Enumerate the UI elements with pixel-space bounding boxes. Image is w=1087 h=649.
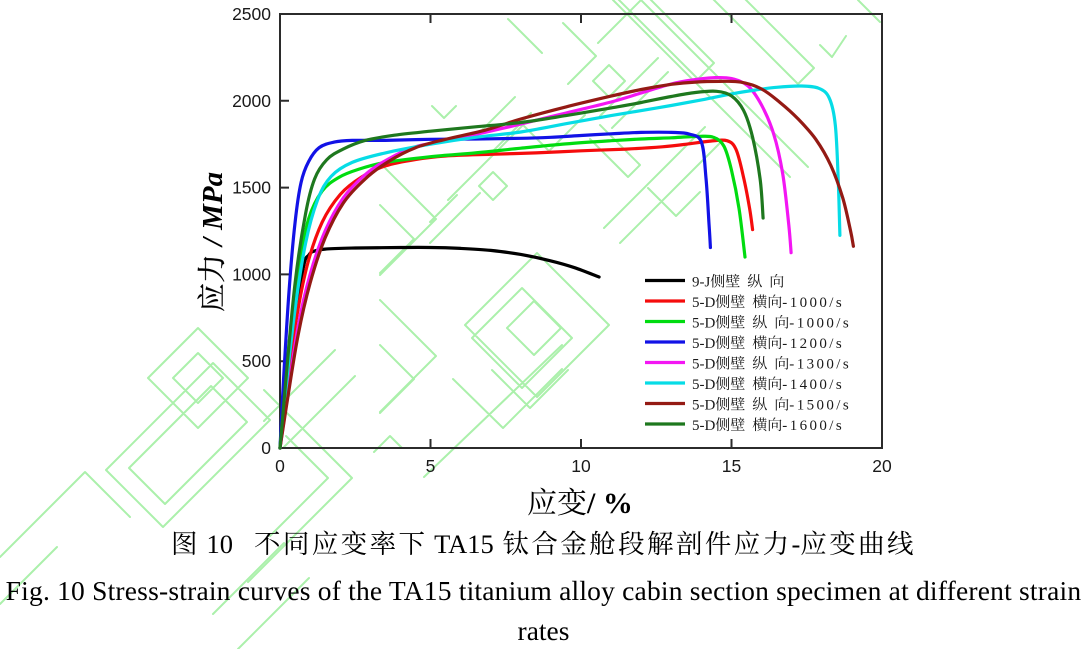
svg-text:-: - bbox=[792, 529, 801, 559]
svg-text:-1300/s: -1300/s bbox=[789, 357, 851, 373]
svg-text:5-D: 5-D bbox=[692, 295, 715, 311]
svg-text:-1400/s: -1400/s bbox=[782, 377, 844, 393]
svg-text:5-D: 5-D bbox=[692, 418, 715, 434]
svg-text:0: 0 bbox=[261, 438, 271, 458]
svg-text:500: 500 bbox=[242, 351, 271, 371]
svg-text:10: 10 bbox=[207, 529, 234, 559]
svg-text:-1000/s: -1000/s bbox=[782, 295, 844, 311]
svg-text:rates: rates bbox=[518, 615, 570, 646]
svg-text:TA15: TA15 bbox=[434, 529, 494, 559]
svg-text:20: 20 bbox=[872, 456, 892, 476]
svg-text:/ %: / % bbox=[586, 487, 633, 520]
svg-text:10: 10 bbox=[571, 456, 591, 476]
svg-text:1500: 1500 bbox=[232, 178, 271, 198]
svg-text:-1500/s: -1500/s bbox=[789, 398, 851, 414]
svg-text:Fig. 10 Stress-strain curves o: Fig. 10 Stress-strain curves of the TA15… bbox=[6, 575, 1082, 606]
svg-text:5-D: 5-D bbox=[692, 357, 715, 373]
svg-text:MPa: MPa bbox=[197, 172, 229, 231]
svg-text:5: 5 bbox=[426, 456, 436, 476]
svg-text:2000: 2000 bbox=[232, 91, 271, 111]
svg-text:9-J: 9-J bbox=[692, 275, 710, 291]
svg-text:0: 0 bbox=[275, 456, 285, 476]
svg-text:5-D: 5-D bbox=[692, 336, 715, 352]
svg-text:-1600/s: -1600/s bbox=[782, 418, 844, 434]
svg-text:5-D: 5-D bbox=[692, 398, 715, 414]
svg-text:15: 15 bbox=[722, 456, 741, 476]
svg-text:-1000/s: -1000/s bbox=[789, 316, 851, 332]
svg-text:5-D: 5-D bbox=[692, 377, 715, 393]
svg-text:5-D: 5-D bbox=[692, 316, 715, 332]
svg-text:-1200/s: -1200/s bbox=[782, 336, 844, 352]
svg-text:2500: 2500 bbox=[232, 4, 271, 24]
svg-text:/: / bbox=[197, 235, 229, 248]
svg-text:1000: 1000 bbox=[232, 264, 271, 284]
